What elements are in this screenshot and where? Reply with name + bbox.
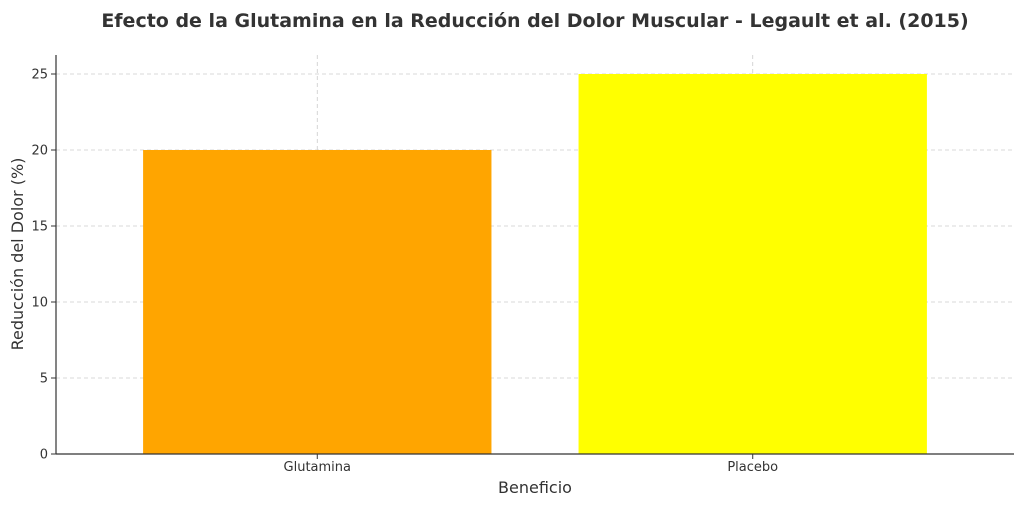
axes-layer [55,55,1014,455]
x-axis-label: Beneficio [498,478,572,497]
y-tick-label: 20 [31,144,48,159]
bars-layer [143,74,927,454]
y-tick-label: 10 [31,296,48,311]
chart-title: Efecto de la Glutamina en la Reducción d… [101,10,968,32]
y-tick-label: 0 [40,448,48,463]
y-tick-label: 25 [31,68,48,83]
y-ticks: 0 5 10 15 20 25 [31,68,56,463]
bar-glutamina [143,150,492,454]
bar-placebo [578,74,927,454]
x-tick-label: Glutamina [284,460,351,475]
y-axis-label: Reducción del Dolor (%) [8,158,27,351]
x-ticks: Glutamina Placebo [284,454,778,475]
y-tick-label: 15 [31,220,48,235]
x-tick-label: Placebo [727,460,778,475]
y-tick-label: 5 [40,372,48,387]
